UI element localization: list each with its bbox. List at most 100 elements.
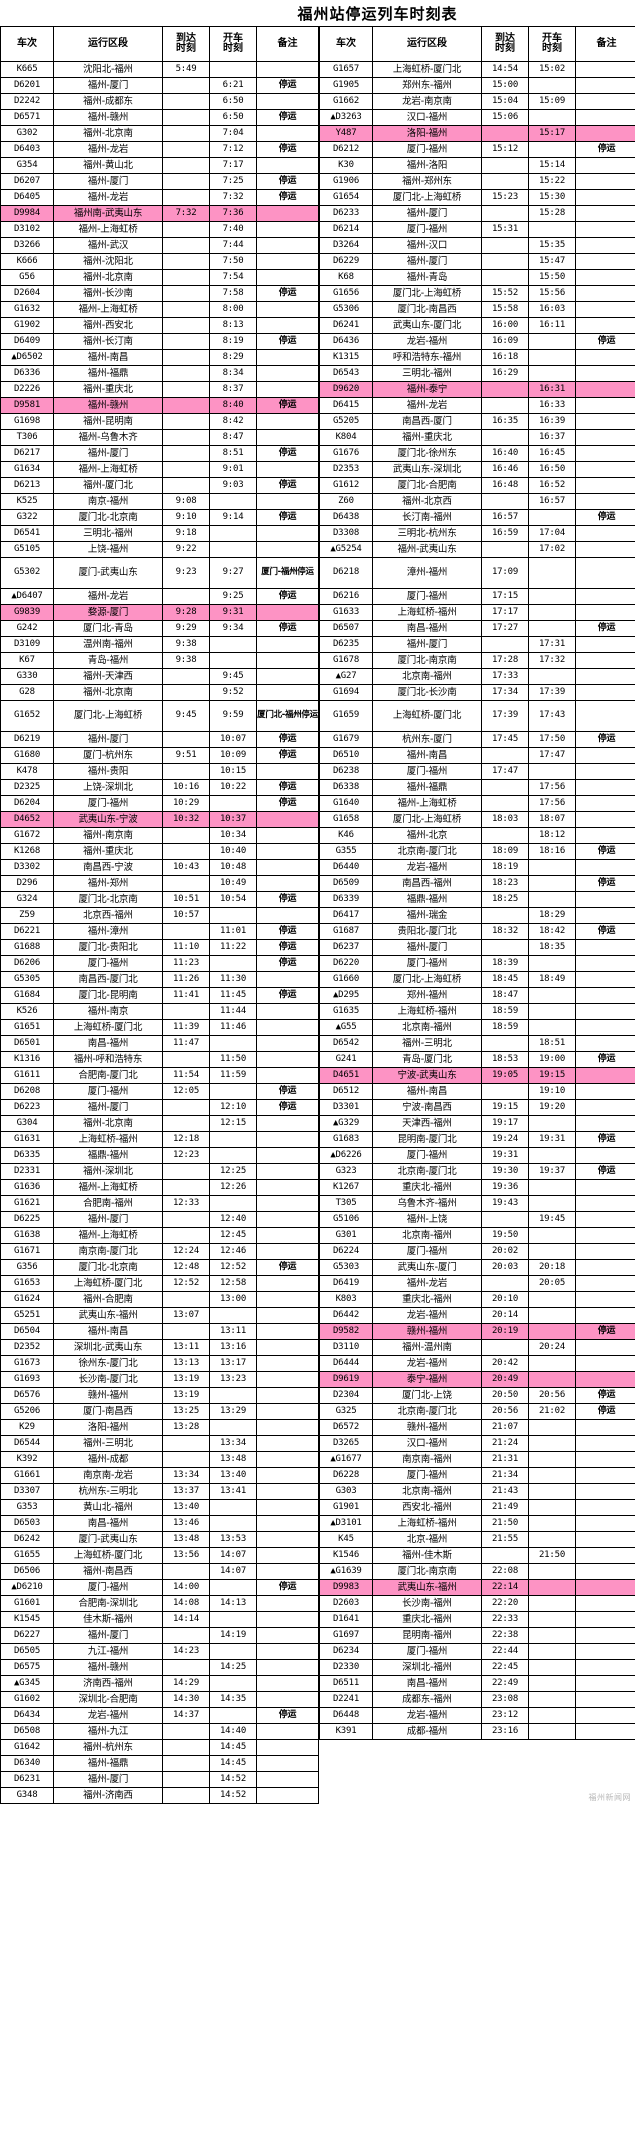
cell-rem (575, 93, 635, 110)
cell-dep: 10:07 (209, 731, 257, 748)
cell-no: D6218 (319, 557, 373, 589)
cell-seg: 厦门-福州 (372, 1147, 482, 1164)
cell-seg: 厦门北-徐州东 (372, 445, 482, 462)
cell-no: T306 (0, 429, 54, 446)
cell-dep: 16:37 (528, 429, 576, 446)
cell-dep (528, 1179, 576, 1196)
cell-rem (256, 1307, 319, 1324)
table-row: D6214 厦门-福州 15:31 (319, 221, 635, 238)
cell-arr: 14:14 (162, 1611, 210, 1628)
cell-rem (256, 1243, 319, 1260)
cell-rem (575, 1467, 635, 1484)
cell-rem (256, 859, 319, 876)
cell-dep: 8:13 (209, 317, 257, 334)
cell-seg: 福州-青岛 (372, 269, 482, 286)
cell-seg: 福州-郑州东 (372, 173, 482, 190)
cell-no: ▲D3263 (319, 109, 373, 126)
cell-seg: 福州-三明北 (372, 1035, 482, 1052)
cell-no: G1634 (0, 461, 54, 478)
table-row: D6238 厦门-福州 17:47 (319, 763, 635, 780)
cell-dep: 18:12 (528, 827, 576, 844)
cell-no: D6503 (0, 1515, 54, 1532)
cell-seg: 长汀南-福州 (372, 509, 482, 526)
table-row: D3265 汉口-福州 21:24 (319, 1435, 635, 1452)
cell-rem (575, 429, 635, 446)
cell-rem (256, 1291, 319, 1308)
cell-seg: 福州-福鼎 (53, 1755, 163, 1772)
cell-seg: 南昌-福州 (53, 1515, 163, 1532)
cell-arr (162, 477, 210, 494)
cell-no: D6235 (319, 636, 373, 653)
cell-rem (256, 875, 319, 892)
cell-arr (481, 125, 529, 142)
cell-dep: 7:25 (209, 173, 257, 190)
cell-dep (528, 1515, 576, 1532)
cell-no: G5106 (319, 1211, 373, 1228)
table-row: G5303 武夷山东-厦门 20:03 20:18 (319, 1259, 635, 1276)
table-row: D6224 厦门-福州 20:02 (319, 1243, 635, 1260)
cell-rem (575, 301, 635, 318)
cell-seg: 厦门北-南昌西 (372, 301, 482, 318)
cell-dep: 8:00 (209, 301, 257, 318)
cell-seg: 福州-佳木斯 (372, 1547, 482, 1564)
cell-arr: 21:34 (481, 1467, 529, 1484)
cell-rem (256, 1051, 319, 1068)
cell-seg: 福州-南昌 (372, 1083, 482, 1100)
cell-arr: 17:39 (481, 700, 529, 732)
table-row: G325 北京南-厦门北 20:56 21:02 停运 (319, 1403, 635, 1420)
cell-seg: 福州-贵阳 (53, 763, 163, 780)
cell-rem (575, 1243, 635, 1260)
cell-seg: 厦门-福州 (372, 221, 482, 238)
two-column-layout: 车次 运行区段 到达 时刻 开车 时刻 备注 K665 沈阳北-福州 5:49 D62… (0, 26, 635, 1804)
cell-no: K1315 (319, 349, 373, 366)
cell-rem (575, 189, 635, 206)
cell-rem (575, 1275, 635, 1292)
cell-dep (528, 1451, 576, 1468)
cell-seg: 佳木斯-福州 (53, 1611, 163, 1628)
cell-seg: 福州-呼和浩特东 (53, 1051, 163, 1068)
cell-dep (528, 620, 576, 637)
cell-arr (481, 1275, 529, 1292)
cell-no: D3110 (319, 1339, 373, 1356)
cell-rem (256, 684, 319, 701)
cell-arr: 16:09 (481, 333, 529, 350)
cell-no: D6544 (0, 1435, 54, 1452)
table-row: D6242 厦门-武夷山东 13:48 13:53 (0, 1531, 319, 1548)
cell-seg: 福州-赣州 (53, 109, 163, 126)
cell-no: G1659 (319, 700, 373, 732)
table-row: D6509 南昌西-福州 18:23 停运 (319, 875, 635, 892)
table-row: ▲D6210 厦门-福州 14:00 停运 (0, 1579, 319, 1596)
cell-seg: 上海虹桥-厦门北 (53, 1547, 163, 1564)
cell-rem: 停运 (256, 987, 319, 1004)
cell-dep (528, 1643, 576, 1660)
cell-dep (528, 1371, 576, 1388)
cell-seg: 赣州-福州 (53, 1387, 163, 1404)
table-row: G5305 南昌西-厦门北 11:26 11:30 (0, 971, 319, 988)
table-row: D3301 宁波-南昌西 19:15 19:20 (319, 1099, 635, 1116)
cell-dep: 19:15 (528, 1067, 576, 1084)
cell-no: G1642 (0, 1739, 54, 1756)
table-row: D6223 福州-厦门 12:10 停运 (0, 1099, 319, 1116)
cell-seg: 北京南-厦门北 (372, 843, 482, 860)
table-row: D6234 厦门-福州 22:44 (319, 1643, 635, 1660)
cell-arr (162, 1723, 210, 1740)
cell-arr: 15:00 (481, 77, 529, 94)
cell-seg: 厦门北-昆明南 (53, 987, 163, 1004)
table-row: G5251 武夷山东-福州 13:07 (0, 1307, 319, 1324)
timetable-left-body: K665 沈阳北-福州 5:49 D6201 福州-厦门 6:21 停运 D2242 福州-成都… (0, 61, 319, 1804)
table-row: G1902 福州-西安北 8:13 (0, 317, 319, 334)
cell-no: G1693 (0, 1371, 54, 1388)
cell-no: G325 (319, 1403, 373, 1420)
cell-rem: 停运 (256, 477, 319, 494)
cell-no: G1635 (319, 1003, 373, 1020)
cell-dep: 12:58 (209, 1275, 257, 1292)
cell-rem (575, 445, 635, 462)
table-row: D3264 福州-汉口 15:35 (319, 237, 635, 254)
cell-seg: 南昌-福州 (372, 620, 482, 637)
cell-rem (575, 1547, 635, 1564)
cell-dep: 6:50 (209, 109, 257, 126)
cell-dep (528, 1659, 576, 1676)
cell-dep (209, 1419, 257, 1436)
cell-arr: 16:35 (481, 413, 529, 430)
cell-dep: 17:50 (528, 731, 576, 748)
